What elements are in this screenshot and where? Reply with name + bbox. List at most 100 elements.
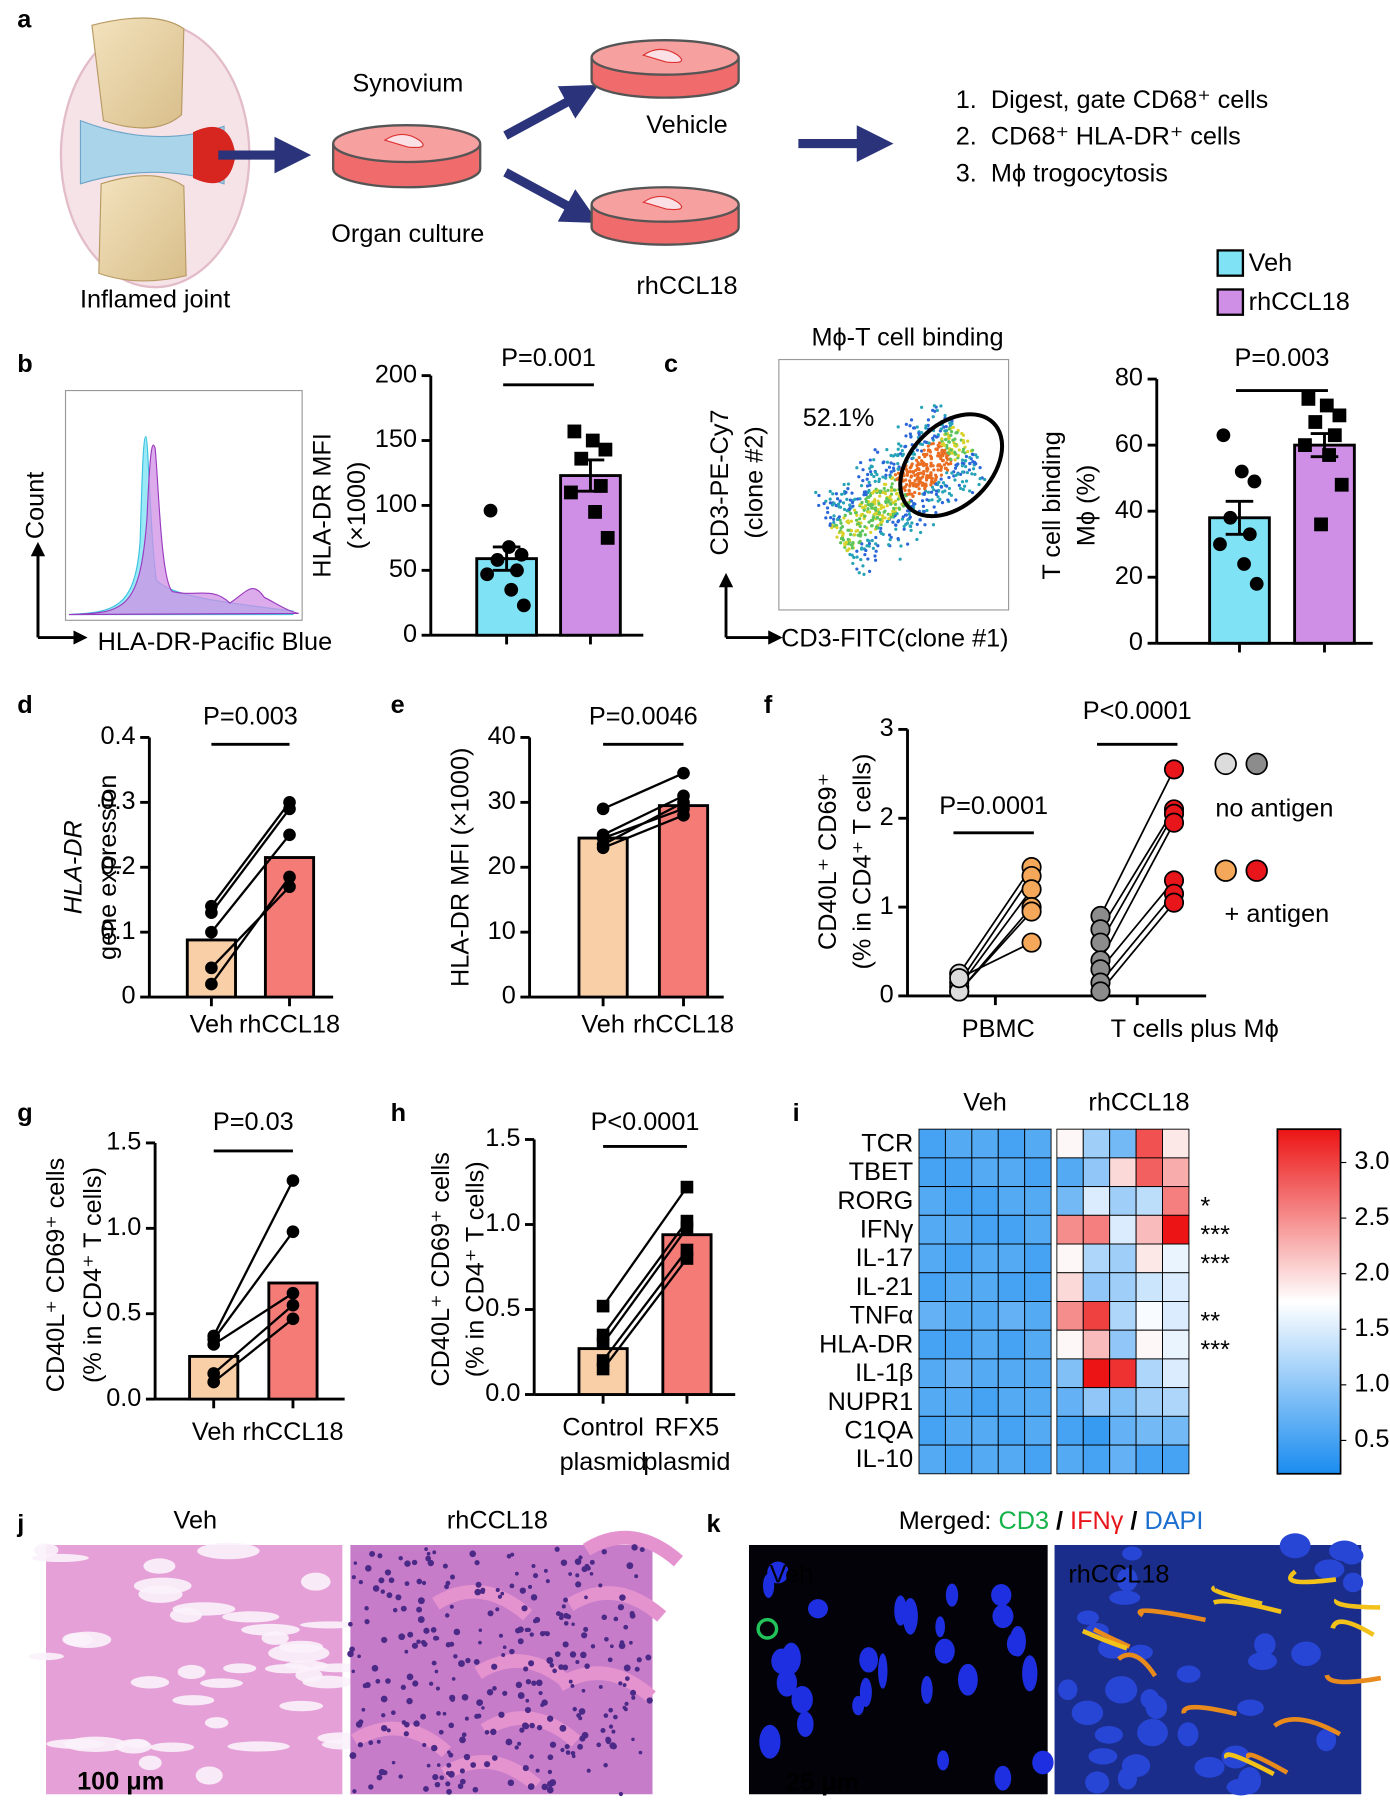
- heatmap-cell: [918, 1186, 946, 1216]
- event-dot: [835, 517, 840, 522]
- tissue-texture: [441, 1755, 542, 1791]
- data-point: [480, 567, 494, 582]
- event-dot: [866, 507, 870, 511]
- data-point: [1301, 391, 1316, 406]
- event-dot: [869, 530, 873, 535]
- event-dot: [841, 533, 845, 537]
- event-dot: [825, 506, 830, 510]
- event-dot: [832, 517, 836, 521]
- dapi-nucleus: [762, 1573, 775, 1598]
- colorbar-tick-label: 0.5: [1354, 1425, 1389, 1453]
- dapi-nucleus: [1076, 1610, 1099, 1625]
- event-dot: [889, 502, 893, 506]
- heatmap-cell: [1024, 1214, 1052, 1245]
- nucleus: [605, 1736, 611, 1743]
- event-dot: [934, 478, 938, 482]
- event-dot: [877, 511, 882, 515]
- event-dot: [889, 461, 893, 465]
- event-dot: [864, 500, 869, 504]
- y-axis-label: (clone #2): [741, 426, 769, 538]
- legend-marker: [1245, 859, 1268, 882]
- nucleus: [607, 1657, 613, 1663]
- data-point: [510, 563, 524, 578]
- heatmap-cell: [1162, 1214, 1190, 1245]
- pair-line: [210, 801, 291, 907]
- nucleus: [380, 1724, 388, 1732]
- nucleus: [506, 1553, 512, 1559]
- row-label: IL-10: [856, 1445, 914, 1473]
- nucleus: [623, 1664, 631, 1672]
- event-dot: [929, 476, 934, 480]
- nucleus: [619, 1594, 626, 1601]
- data-point: [1242, 527, 1257, 542]
- nucleus: [444, 1584, 449, 1590]
- event-dot: [917, 431, 921, 435]
- event-dot: [890, 476, 895, 480]
- event-dot: [857, 475, 861, 479]
- data-point: [1327, 428, 1342, 443]
- heatmap-cell: [1056, 1415, 1084, 1446]
- event-dot: [840, 536, 845, 540]
- event-dot: [906, 542, 910, 546]
- event-dot: [909, 435, 913, 439]
- event-dot: [971, 448, 975, 452]
- nucleus: [439, 1775, 445, 1781]
- nucleus: [491, 1755, 498, 1761]
- event-dot: [873, 479, 877, 484]
- event-dot: [891, 501, 895, 505]
- heatmap-cell: [1135, 1128, 1163, 1159]
- nucleus: [546, 1657, 554, 1664]
- event-dot: [896, 425, 900, 429]
- data-point: [483, 503, 498, 518]
- nucleus: [465, 1657, 471, 1664]
- event-dot: [865, 477, 869, 481]
- event-dot: [940, 501, 945, 505]
- pair-line: [958, 888, 1033, 988]
- nucleus: [629, 1611, 635, 1617]
- dapi-nucleus: [1122, 1546, 1143, 1561]
- event-dot: [898, 557, 902, 561]
- event-dot: [846, 537, 850, 542]
- event-dot: [941, 458, 945, 463]
- dapi-nucleus: [1342, 1572, 1364, 1593]
- event-dot: [929, 464, 933, 468]
- nucleus: [581, 1633, 587, 1638]
- tissue-texture: [302, 1675, 354, 1689]
- nucleus: [434, 1781, 441, 1788]
- row-label: RORG: [837, 1187, 913, 1215]
- event-dot: [953, 478, 957, 482]
- event-dot: [885, 460, 890, 464]
- event-dot: [895, 491, 899, 496]
- heatmap-cell: [1082, 1329, 1111, 1360]
- event-dot: [932, 468, 936, 472]
- event-dot: [929, 461, 933, 465]
- data-point: [283, 828, 296, 842]
- y-tick-label: 0.5: [485, 1294, 520, 1322]
- nucleus: [446, 1762, 452, 1768]
- nucleus: [378, 1577, 385, 1584]
- data-point: [1322, 448, 1336, 462]
- nucleus: [634, 1666, 640, 1672]
- y-axis-label: HLA-DR: [59, 820, 87, 914]
- event-dot: [848, 503, 852, 507]
- nucleus: [600, 1727, 606, 1734]
- y-tick-label: 0: [1129, 628, 1143, 656]
- nucleus: [581, 1688, 586, 1693]
- heatmap-cell: [997, 1186, 1026, 1216]
- event-dot: [936, 443, 940, 447]
- heatmap-cell: [1024, 1186, 1052, 1216]
- nucleus: [463, 1753, 471, 1761]
- nucleus: [574, 1558, 582, 1565]
- y-axis-label: CD40L⁺ CD69⁺ cells: [427, 1152, 455, 1387]
- nucleus: [386, 1592, 393, 1599]
- nucleus: [589, 1572, 594, 1576]
- pair-line: [1099, 769, 1175, 917]
- event-dot: [861, 479, 865, 483]
- heatmap-cell: [944, 1186, 973, 1216]
- p-value: P<0.0001: [591, 1108, 700, 1136]
- nucleus: [412, 1680, 419, 1687]
- event-dot: [957, 483, 961, 487]
- row-label: TCR: [861, 1129, 913, 1157]
- colorbar: [1276, 1128, 1342, 1475]
- data-point: [598, 442, 613, 457]
